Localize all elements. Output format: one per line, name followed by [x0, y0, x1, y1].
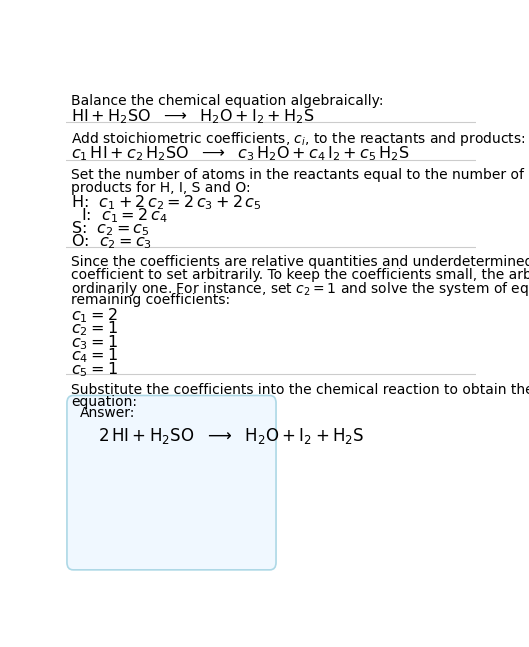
Text: Set the number of atoms in the reactants equal to the number of atoms in the: Set the number of atoms in the reactants…: [71, 168, 529, 182]
Text: $c_1\,\mathsf{HI} + c_2\,\mathsf{H_2SO}$  $\longrightarrow$  $c_3\,\mathsf{H_2O}: $c_1\,\mathsf{HI} + c_2\,\mathsf{H_2SO}$…: [71, 144, 409, 163]
Text: Answer:: Answer:: [80, 406, 135, 421]
Text: remaining coefficients:: remaining coefficients:: [71, 293, 230, 307]
Text: $\mathsf{2\,HI + H_2SO}$  $\longrightarrow$  $\mathsf{H_2O + I_2 + H_2S}$: $\mathsf{2\,HI + H_2SO}$ $\longrightarro…: [98, 426, 364, 446]
Text: $c_3 = 1$: $c_3 = 1$: [71, 333, 118, 352]
Text: I:  $c_1 = 2\,c_4$: I: $c_1 = 2\,c_4$: [71, 206, 168, 225]
Text: $c_5 = 1$: $c_5 = 1$: [71, 360, 118, 378]
Text: H:  $c_1 + 2\,c_2 = 2\,c_3 + 2\,c_5$: H: $c_1 + 2\,c_2 = 2\,c_3 + 2\,c_5$: [71, 193, 262, 212]
Text: ordinarily one. For instance, set $c_2 = 1$ and solve the system of equations fo: ordinarily one. For instance, set $c_2 =…: [71, 280, 529, 298]
Text: Add stoichiometric coefficients, $c_i$, to the reactants and products:: Add stoichiometric coefficients, $c_i$, …: [71, 130, 526, 148]
Text: Balance the chemical equation algebraically:: Balance the chemical equation algebraica…: [71, 94, 384, 107]
Text: $\mathsf{HI + H_2SO}$  $\longrightarrow$  $\mathsf{H_2O + I_2 + H_2S}$: $\mathsf{HI + H_2SO}$ $\longrightarrow$ …: [71, 107, 315, 126]
Text: $c_4 = 1$: $c_4 = 1$: [71, 347, 118, 366]
Text: O:  $c_2 = c_3$: O: $c_2 = c_3$: [71, 232, 152, 251]
Text: coefficient to set arbitrarily. To keep the coefficients small, the arbitrary va: coefficient to set arbitrarily. To keep …: [71, 268, 529, 282]
FancyBboxPatch shape: [67, 395, 276, 570]
Text: S:  $c_2 = c_5$: S: $c_2 = c_5$: [71, 219, 150, 238]
Text: Since the coefficients are relative quantities and underdetermined, choose a: Since the coefficients are relative quan…: [71, 256, 529, 270]
Text: equation:: equation:: [71, 395, 137, 409]
Text: $c_2 = 1$: $c_2 = 1$: [71, 320, 118, 338]
Text: products for H, I, S and O:: products for H, I, S and O:: [71, 181, 251, 195]
Text: $c_1 = 2$: $c_1 = 2$: [71, 306, 117, 325]
Text: Substitute the coefficients into the chemical reaction to obtain the balanced: Substitute the coefficients into the che…: [71, 382, 529, 397]
